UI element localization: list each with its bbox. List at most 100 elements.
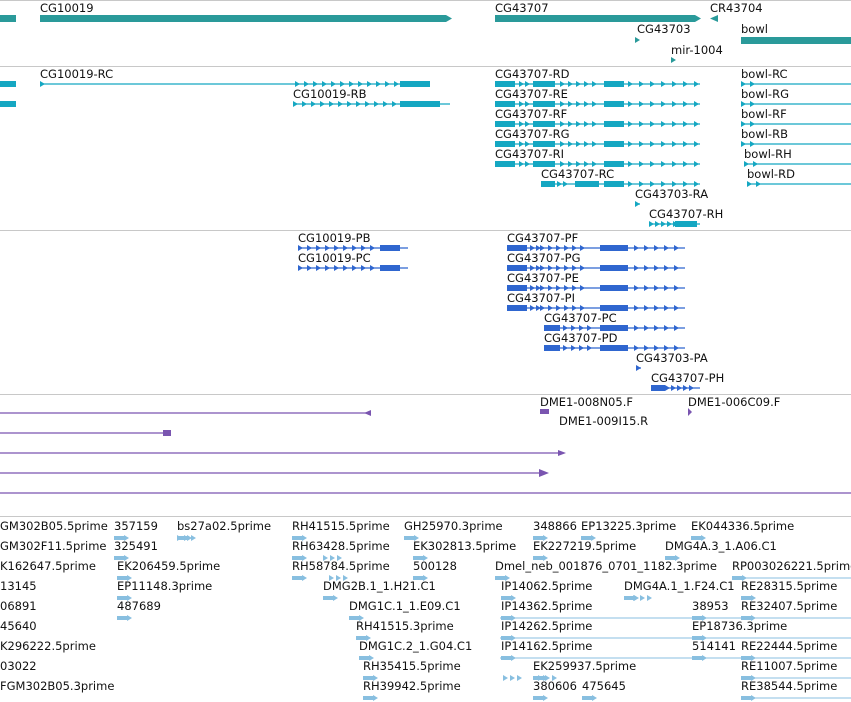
est-label[interactable]: RH41515.3prime bbox=[356, 619, 454, 633]
gene-feature-cg10019[interactable] bbox=[40, 15, 452, 22]
protein-label-cg10019-pc[interactable]: CG10019-PC bbox=[298, 251, 371, 265]
est-label[interactable]: EK259937.5prime bbox=[533, 659, 637, 673]
pr-cg43707-0-arrow bbox=[564, 245, 569, 251]
est-label[interactable]: RE28315.5prime bbox=[741, 579, 838, 593]
gene-feature-cg43703[interactable] bbox=[635, 37, 640, 43]
est-label[interactable]: 487689 bbox=[117, 599, 161, 613]
transcript-label-cg43707-ri[interactable]: CG43707-RI bbox=[495, 147, 565, 161]
est-label[interactable]: DMG1C.2_1.G04.C1 bbox=[359, 639, 473, 653]
est-label[interactable]: DMG1C.1_1.E09.C1 bbox=[349, 599, 461, 613]
protein-label-cg43707-pf[interactable]: CG43707-PF bbox=[507, 231, 579, 245]
est-label[interactable]: bs27a02.5prime bbox=[177, 519, 272, 533]
est-label[interactable]: DMG4A.1_1.F24.C1 bbox=[624, 579, 735, 593]
est-label[interactable]: 38953 bbox=[692, 599, 729, 613]
est-label[interactable]: GM302F11.5prime bbox=[0, 539, 107, 553]
pr-cg10019-pc-arrow bbox=[325, 265, 330, 271]
gene-label-cg10019[interactable]: CG10019 bbox=[40, 1, 94, 15]
est-label[interactable]: Dmel_neb_001876_0701_1182.3prime bbox=[495, 559, 717, 573]
clone-label-dme1-009i15[interactable]: DME1-009I15.R bbox=[559, 414, 649, 428]
est-label[interactable]: EP13225.3prime bbox=[581, 519, 677, 533]
gene-label-mir-1004[interactable]: mir-1004 bbox=[671, 43, 723, 57]
transcript-label-cg43707-rd[interactable]: CG43707-RD bbox=[495, 67, 570, 81]
est-label[interactable]: RH58784.5prime bbox=[292, 559, 390, 573]
gene-feature-mir-1004[interactable] bbox=[671, 57, 676, 63]
est-label[interactable]: RE22444.5prime bbox=[741, 639, 838, 653]
transcript-label-bowl-rf[interactable]: bowl-RF bbox=[741, 107, 787, 121]
est-label[interactable]: EP11148.3prime bbox=[117, 579, 213, 593]
gene-feature-bowl[interactable] bbox=[741, 37, 851, 44]
clone-feature-dme1-008n05[interactable] bbox=[540, 409, 549, 414]
est-label[interactable]: DMG2B.1_1.H21.C1 bbox=[323, 579, 436, 593]
est-label[interactable]: EP18736.3prime bbox=[692, 619, 788, 633]
transcript-label-cg43703-ra[interactable]: CG43703-RA bbox=[635, 187, 709, 201]
transcript-label-bowl-rc[interactable]: bowl-RC bbox=[741, 67, 788, 81]
est-label[interactable]: 380606 bbox=[533, 679, 577, 693]
est-label[interactable]: RE38544.5prime bbox=[741, 679, 838, 693]
pr-cg43707-3-arrow bbox=[556, 305, 561, 311]
gene-label-cg43707[interactable]: CG43707 bbox=[495, 1, 549, 15]
transcript-label-bowl-rd[interactable]: bowl-RD bbox=[747, 167, 795, 181]
gene-label-cr43704[interactable]: CR43704 bbox=[710, 1, 763, 15]
transcript-label-cg43707-rg[interactable]: CG43707-RG bbox=[495, 127, 570, 141]
est-label[interactable]: RP003026221.5prime bbox=[732, 559, 851, 573]
est-label[interactable]: EK044336.5prime bbox=[691, 519, 795, 533]
est-label[interactable]: RE11007.5prime bbox=[741, 659, 838, 673]
est-arrow bbox=[329, 575, 334, 581]
est-label[interactable]: EK227219.5prime bbox=[533, 539, 637, 553]
protein-label-cg43707-pi[interactable]: CG43707-PI bbox=[507, 291, 576, 305]
transcript-label-cg43707-rf[interactable]: CG43707-RF bbox=[495, 107, 568, 121]
est-label[interactable]: DMG4A.3_1.A06.C1 bbox=[665, 539, 777, 553]
est-label[interactable]: EK206459.5prime bbox=[117, 559, 221, 573]
transcript-label-bowl-rg[interactable]: bowl-RG bbox=[741, 87, 789, 101]
gene-label-bowl[interactable]: bowl bbox=[741, 22, 768, 36]
est-label[interactable]: FGM302B05.3prime bbox=[0, 679, 115, 693]
est-label[interactable]: RE32407.5prime bbox=[741, 599, 838, 613]
transcript-label-cg10019-rb[interactable]: CG10019-RB bbox=[293, 87, 367, 101]
est-label[interactable]: RH39942.5prime bbox=[363, 679, 461, 693]
est-label[interactable]: K296222.5prime bbox=[0, 639, 96, 653]
est-label[interactable]: 357159 bbox=[114, 519, 158, 533]
gene-feature-cg43707[interactable] bbox=[495, 15, 701, 22]
est-label[interactable]: IP14162.5prime bbox=[501, 639, 593, 653]
protein-label-cg43707-pg[interactable]: CG43707-PG bbox=[507, 251, 581, 265]
clone-label-dme1-006c09[interactable]: DME1-006C09.F bbox=[688, 395, 781, 409]
protein-label-cg10019-pb[interactable]: CG10019-PB bbox=[298, 231, 371, 245]
protein-label-cg43707-ph[interactable]: CG43707-PH bbox=[651, 371, 725, 385]
pr-cg43707-1-exon bbox=[600, 265, 628, 271]
est-label[interactable]: RH63428.5prime bbox=[292, 539, 390, 553]
gene-feature-left-edge[interactable] bbox=[0, 15, 16, 22]
gene-label-cg43703[interactable]: CG43703 bbox=[637, 22, 691, 36]
gene-feature-cr43704[interactable] bbox=[710, 15, 718, 22]
est-label[interactable]: GH25970.3prime bbox=[404, 519, 503, 533]
est-label[interactable]: RH35415.5prime bbox=[363, 659, 461, 673]
protein-label-cg43707-pe[interactable]: CG43707-PE bbox=[507, 271, 579, 285]
est-label[interactable]: 325491 bbox=[114, 539, 158, 553]
est-label[interactable]: 13145 bbox=[0, 579, 37, 593]
est-label[interactable]: 45640 bbox=[0, 619, 37, 633]
est-label[interactable]: IP14362.5prime bbox=[501, 599, 593, 613]
clone-label-dme1-008n05[interactable]: DME1-008N05.F bbox=[540, 395, 633, 409]
est-label[interactable]: IP14262.5prime bbox=[501, 619, 593, 633]
transcript-label-cg43707-rc[interactable]: CG43707-RC bbox=[541, 167, 615, 181]
transcript-label-bowl-rb[interactable]: bowl-RB bbox=[741, 127, 788, 141]
est-label[interactable]: RH41515.5prime bbox=[292, 519, 390, 533]
clone-feature-dme1-006c09[interactable] bbox=[688, 408, 692, 416]
est-label[interactable]: 500128 bbox=[413, 559, 457, 573]
transcript-label-cg43707-rh[interactable]: CG43707-RH bbox=[649, 207, 724, 221]
protein-label-cg43703-pa[interactable]: CG43703-PA bbox=[636, 351, 708, 365]
est-label[interactable]: 03022 bbox=[0, 659, 37, 673]
est-label[interactable]: 475645 bbox=[582, 679, 626, 693]
est-label[interactable]: 348866 bbox=[533, 519, 577, 533]
est-label[interactable]: EK302813.5prime bbox=[413, 539, 517, 553]
transcript-label-bowl-rh[interactable]: bowl-RH bbox=[744, 147, 792, 161]
transcript-label-cg10019-rc[interactable]: CG10019-RC bbox=[40, 67, 114, 81]
est-label[interactable]: 514141 bbox=[692, 639, 736, 653]
protein-label-cg43707-pc[interactable]: CG43707-PC bbox=[544, 311, 617, 325]
est-label[interactable]: IP14062.5prime bbox=[501, 579, 593, 593]
est-label[interactable]: GM302B05.5prime bbox=[0, 519, 108, 533]
est-label[interactable]: 06891 bbox=[0, 599, 37, 613]
transcript-label-cg43707-re[interactable]: CG43707-RE bbox=[495, 87, 568, 101]
tx-cg10019-rb-arrow bbox=[347, 101, 352, 107]
protein-label-cg43707-pd[interactable]: CG43707-PD bbox=[544, 331, 618, 345]
est-label[interactable]: K162647.5prime bbox=[0, 559, 96, 573]
